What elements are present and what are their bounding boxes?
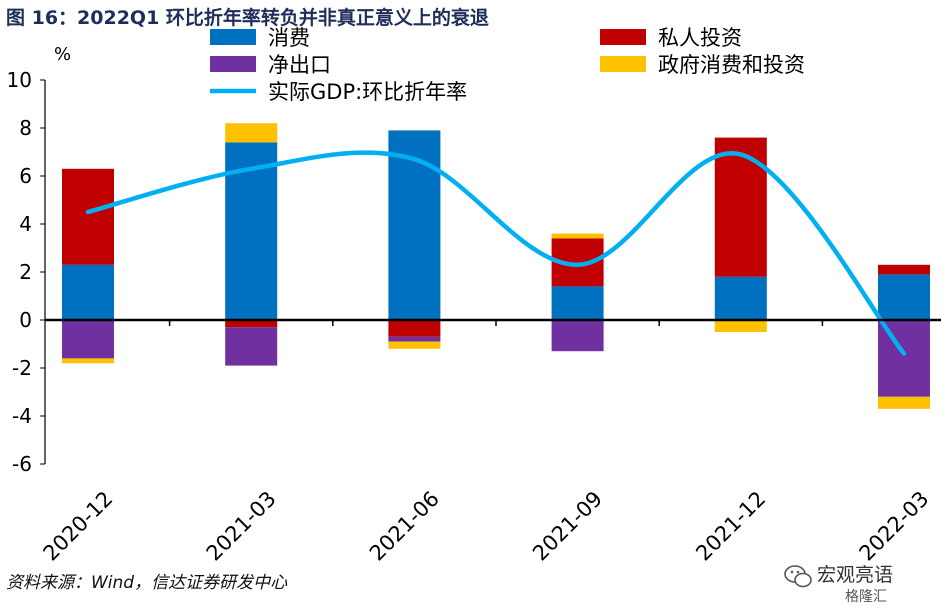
figure-title: 图 16：2022Q1 环比折年率转负并非真正意义上的衰退 <box>6 7 489 29</box>
legend-label-gov: 政府消费和投资 <box>658 53 805 77</box>
bar-gov <box>62 358 114 364</box>
x-tick-labels: 2020-12 2021-03 2021-06 2021-09 2021-12 2022-… <box>39 487 934 566</box>
y-tick-label: 10 <box>7 68 32 92</box>
y-unit-label: % <box>54 44 71 65</box>
legend-swatch-gov <box>600 56 646 72</box>
bar-private_investment <box>62 168 114 265</box>
bars <box>62 123 930 409</box>
bar-net_exports <box>225 327 278 366</box>
x-tick-label: 2021-12 <box>691 487 770 566</box>
legend-swatch-net_exports <box>210 56 256 72</box>
bar-private_investment <box>225 320 278 328</box>
bar-net_exports <box>62 320 114 359</box>
watermark-sub: 格隆汇 <box>845 589 887 605</box>
bar-consumption <box>388 130 441 320</box>
bar-gov <box>225 123 278 143</box>
bar-private_investment <box>388 320 441 337</box>
y-tick-label: 2 <box>19 260 32 284</box>
x-tick-label: 2021-06 <box>365 487 444 566</box>
gdp-line <box>85 150 907 356</box>
bar-consumption <box>551 286 604 320</box>
y-tick-label: -6 <box>12 452 32 476</box>
watermark: 宏观亮语 格隆汇 <box>783 558 933 606</box>
legend-label-private_investment: 私人投资 <box>658 26 742 50</box>
source-note: 资料来源：Wind，信达证券研发中心 <box>6 573 288 593</box>
bar-consumption <box>878 274 930 320</box>
y-tick-label: -2 <box>12 356 32 380</box>
bar-consumption <box>714 276 767 320</box>
x-tick-label: 2020-12 <box>39 487 118 566</box>
legend-label-net_exports: 净出口 <box>268 53 331 77</box>
bar-private_investment <box>714 137 767 277</box>
x-tick-label: 2022-03 <box>855 487 934 566</box>
legend-label-gdp_line: 实际GDP:环比折年率 <box>268 80 467 104</box>
bar-net_exports <box>551 320 604 352</box>
zero-axis-layer <box>45 318 941 326</box>
x-tick-label: 2021-09 <box>528 487 607 566</box>
wechat-icon <box>784 565 812 588</box>
y-tick-label: 8 <box>19 116 32 140</box>
y-tick-label: -4 <box>12 404 32 428</box>
bar-private_investment <box>878 264 930 275</box>
bar-gov <box>714 320 767 332</box>
y-tick-label: 6 <box>19 164 32 188</box>
gdp-line-layer <box>85 150 907 356</box>
axes: 10 8 6 4 2 0 -2 -4 -6% <box>7 44 72 476</box>
bar-gov <box>551 233 604 239</box>
bar-net_exports <box>388 336 441 342</box>
legend-swatch-private_investment <box>600 29 646 45</box>
bar-consumption <box>62 264 114 320</box>
x-tick-label: 2021-03 <box>202 487 281 566</box>
bar-gov <box>878 396 930 409</box>
legend-swatch-consumption <box>210 29 256 45</box>
y-tick-label: 0 <box>19 308 32 332</box>
legend-label-consumption: 消费 <box>268 26 310 50</box>
watermark-text: 宏观亮语 <box>817 564 894 586</box>
bar-gov <box>388 341 441 349</box>
y-tick-label: 4 <box>19 212 32 236</box>
